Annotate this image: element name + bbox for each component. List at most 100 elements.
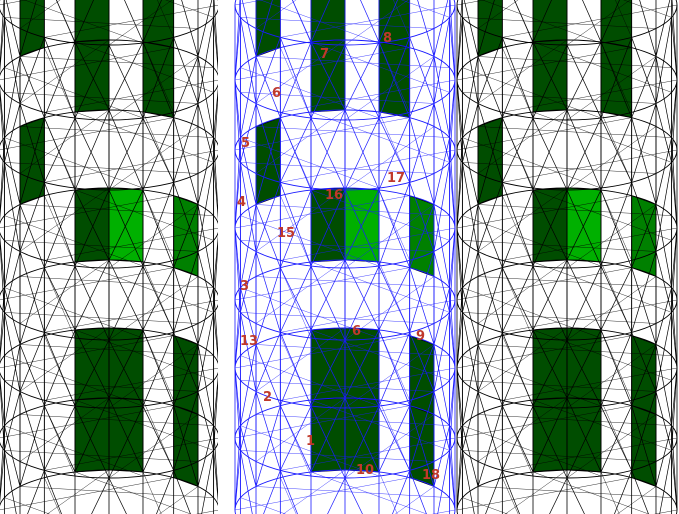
mesh-edge xyxy=(173,251,199,333)
cap-edge xyxy=(344,276,435,341)
mesh-edge xyxy=(566,109,602,191)
mesh-edge xyxy=(671,79,678,138)
cap-edge xyxy=(0,195,174,229)
mesh-edge xyxy=(255,391,281,471)
cap-edge xyxy=(280,47,312,119)
cap-edge xyxy=(532,189,672,241)
cap-edge xyxy=(282,469,346,514)
mesh-edge xyxy=(433,17,450,104)
cap-edge xyxy=(44,477,61,514)
mesh-edge xyxy=(0,162,5,221)
cap-edge xyxy=(600,111,632,183)
mesh-edge xyxy=(255,251,281,333)
mesh-edge xyxy=(566,339,602,407)
cap-edge xyxy=(234,267,410,301)
cap-edge xyxy=(23,0,144,44)
mesh-edge xyxy=(639,0,657,57)
mesh-edge xyxy=(263,470,281,514)
vertex-label: 10 xyxy=(356,463,374,478)
cap-edge xyxy=(255,56,450,68)
mesh-edge xyxy=(213,312,218,362)
mesh-edge xyxy=(44,470,62,514)
mesh-edge xyxy=(0,425,5,500)
cap-edge xyxy=(142,471,162,514)
mesh-edge xyxy=(173,204,199,268)
mesh-edge xyxy=(477,37,503,104)
cap-edge xyxy=(4,380,199,392)
mesh-edge xyxy=(378,267,410,331)
cap-edge xyxy=(142,261,174,333)
mesh-edge xyxy=(4,287,21,345)
mesh-edge xyxy=(477,56,503,118)
mesh-edge xyxy=(197,137,214,205)
mesh-edge xyxy=(240,204,257,288)
mesh-edge xyxy=(600,0,620,43)
mesh-edge xyxy=(197,344,214,426)
cap-edge xyxy=(142,329,174,401)
cap-edge xyxy=(234,47,410,81)
vertex-label: 6 xyxy=(352,324,361,339)
mesh-edge xyxy=(19,405,45,487)
mesh-edge xyxy=(502,470,520,514)
mesh-edge xyxy=(600,332,632,407)
cap-edge xyxy=(240,312,435,324)
mesh-edge xyxy=(310,189,346,261)
mesh-edge xyxy=(0,312,5,362)
mesh-edge xyxy=(310,109,346,191)
mesh-edge xyxy=(173,117,199,205)
mesh-edge xyxy=(344,339,380,407)
cap-edge xyxy=(4,425,144,477)
mesh-edge xyxy=(502,405,534,473)
mesh-edge xyxy=(173,332,199,392)
mesh-edge xyxy=(378,41,410,118)
cap-edge xyxy=(240,287,380,339)
vertex-label: 9 xyxy=(416,329,425,344)
mesh-edge xyxy=(280,267,312,331)
cap-edge xyxy=(240,240,435,252)
mesh-edge xyxy=(142,117,174,191)
mesh-edge xyxy=(19,391,45,471)
cap-edge xyxy=(240,497,287,514)
mesh-edge xyxy=(280,470,298,514)
cap-edge xyxy=(108,0,173,46)
mesh-edge xyxy=(91,477,110,514)
cap-edge xyxy=(280,227,456,261)
mesh-edge xyxy=(327,477,346,514)
cap-edge xyxy=(456,335,632,369)
mesh-edge xyxy=(255,56,281,118)
cap-edge xyxy=(108,56,199,121)
mesh-edge xyxy=(631,103,657,183)
mesh-edge xyxy=(449,367,456,426)
mesh-edge xyxy=(477,103,503,183)
mesh-edge xyxy=(74,0,94,43)
cap-edge xyxy=(4,312,199,324)
mesh-edge xyxy=(409,332,435,392)
cap-edge xyxy=(240,355,380,407)
mesh-edge xyxy=(502,329,534,406)
cap-edge xyxy=(280,477,297,514)
mesh-edge xyxy=(655,312,672,392)
mesh-edge xyxy=(462,391,479,451)
cap-edge xyxy=(259,0,380,44)
cap-edge xyxy=(462,137,602,189)
mesh-edge xyxy=(449,425,456,511)
mesh-edge xyxy=(532,109,568,191)
cap-edge xyxy=(44,227,218,261)
cap-edge xyxy=(240,162,435,174)
mesh-edge xyxy=(462,425,479,487)
mesh-edge xyxy=(449,137,456,229)
mesh-edge xyxy=(74,265,110,341)
cap-edge xyxy=(477,276,672,288)
mesh-edge xyxy=(456,17,463,81)
cap-edge xyxy=(532,329,672,381)
mesh-edge xyxy=(4,425,21,487)
mesh-edge xyxy=(631,117,657,205)
cap-edge xyxy=(502,437,678,471)
mesh-edge xyxy=(255,117,281,205)
cap-edge xyxy=(142,399,174,471)
mesh-edge xyxy=(344,189,380,267)
cap-edge xyxy=(44,367,218,401)
mesh-edge xyxy=(477,391,503,471)
mesh-edge xyxy=(234,425,241,511)
mesh-edge xyxy=(240,344,257,426)
